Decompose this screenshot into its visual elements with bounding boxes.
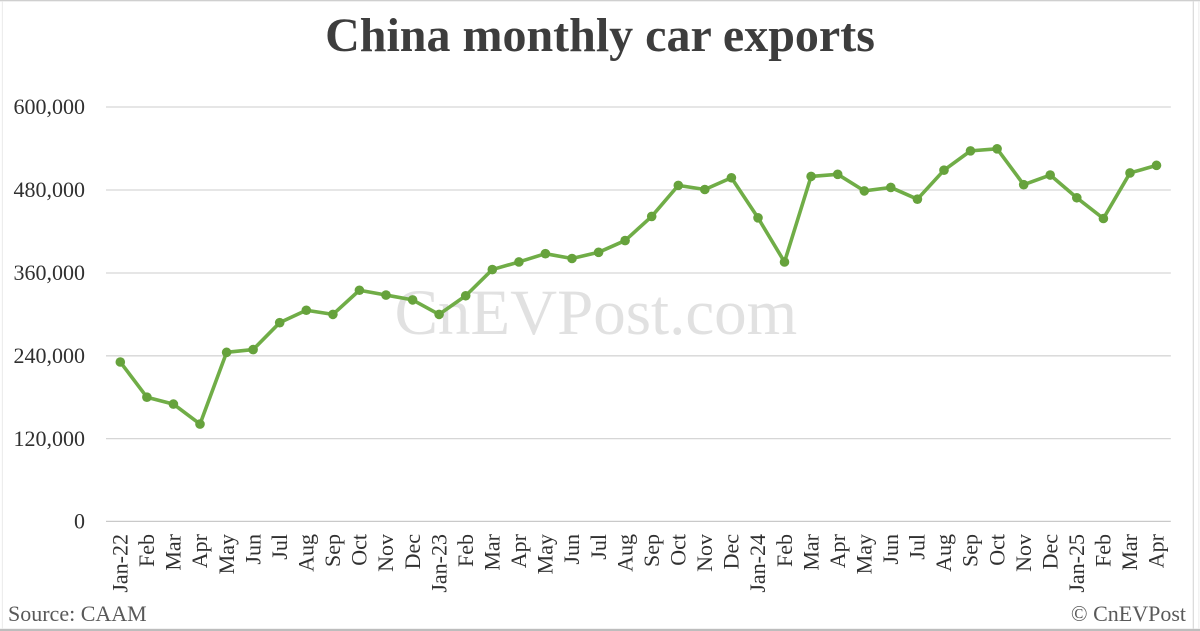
svg-text:480,000: 480,000 <box>14 177 86 202</box>
svg-text:Jun: Jun <box>559 534 584 565</box>
svg-text:Jun: Jun <box>240 534 265 565</box>
svg-text:Aug: Aug <box>294 534 319 572</box>
svg-text:China monthly car exports: China monthly car exports <box>325 9 875 62</box>
svg-text:0: 0 <box>74 509 85 534</box>
svg-text:May: May <box>533 534 558 574</box>
svg-text:Feb: Feb <box>134 534 159 567</box>
svg-text:Jun: Jun <box>878 534 903 565</box>
svg-text:Nov: Nov <box>692 534 717 572</box>
svg-text:Feb: Feb <box>1091 534 1116 567</box>
svg-text:Dec: Dec <box>719 534 744 570</box>
svg-text:Jan-23: Jan-23 <box>426 534 451 593</box>
svg-text:Sep: Sep <box>320 534 345 567</box>
svg-text:Mar: Mar <box>798 533 823 570</box>
svg-text:Dec: Dec <box>400 534 425 570</box>
svg-text:120,000: 120,000 <box>14 426 86 451</box>
svg-text:Aug: Aug <box>931 534 956 572</box>
svg-text:Mar: Mar <box>480 533 505 570</box>
svg-text:Feb: Feb <box>453 534 478 567</box>
svg-text:Mar: Mar <box>1117 533 1142 570</box>
svg-text:Feb: Feb <box>772 534 797 567</box>
svg-text:© CnEVPost: © CnEVPost <box>1071 601 1186 626</box>
svg-text:240,000: 240,000 <box>14 343 86 368</box>
svg-text:Nov: Nov <box>373 534 398 572</box>
svg-text:Jan-25: Jan-25 <box>1064 534 1089 593</box>
svg-text:Apr: Apr <box>187 533 212 568</box>
svg-text:CnEVPost.com: CnEVPost.com <box>395 277 798 349</box>
svg-text:Oct: Oct <box>666 534 691 566</box>
svg-text:Dec: Dec <box>1038 534 1063 570</box>
svg-text:Sep: Sep <box>958 534 983 567</box>
svg-text:Mar: Mar <box>161 533 186 570</box>
svg-text:Jul: Jul <box>586 534 611 560</box>
svg-text:Oct: Oct <box>347 534 372 566</box>
svg-text:May: May <box>852 534 877 574</box>
svg-text:Apr: Apr <box>825 533 850 568</box>
svg-text:Aug: Aug <box>612 534 637 572</box>
svg-text:Source: CAAM: Source: CAAM <box>8 601 147 626</box>
svg-text:Sep: Sep <box>639 534 664 567</box>
svg-text:Nov: Nov <box>1011 534 1036 572</box>
svg-text:Jan-24: Jan-24 <box>745 534 770 593</box>
svg-text:Apr: Apr <box>1144 533 1169 568</box>
svg-text:May: May <box>214 534 239 574</box>
svg-text:Jul: Jul <box>905 534 930 560</box>
svg-text:600,000: 600,000 <box>14 94 86 119</box>
svg-text:Oct: Oct <box>984 534 1009 566</box>
svg-text:Jan-22: Jan-22 <box>108 534 133 593</box>
svg-text:Jul: Jul <box>267 534 292 560</box>
svg-text:360,000: 360,000 <box>14 260 86 285</box>
svg-text:Apr: Apr <box>506 533 531 568</box>
